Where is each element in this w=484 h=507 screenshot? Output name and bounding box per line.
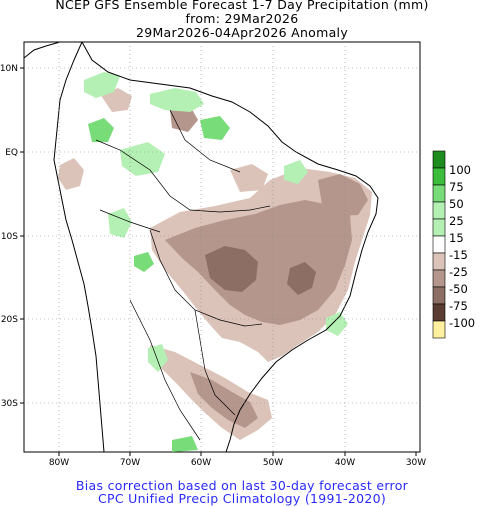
lat-label: 20S: [1, 315, 18, 325]
dry-region-para: [230, 164, 268, 192]
legend-label: 75: [449, 180, 464, 194]
lat-label: 10S: [1, 232, 18, 242]
dry-region-guiana: [170, 106, 198, 132]
dry-anomaly-regions: [58, 88, 372, 440]
legend-label: 25: [449, 214, 464, 228]
wet-region-northeast-coast: [284, 160, 308, 184]
wet-region-southwest: [172, 436, 198, 452]
wet-region-bolivia: [134, 252, 154, 272]
dry-region-amazon-west: [58, 158, 84, 190]
legend-swatch: [432, 218, 446, 237]
legend-label: -100: [449, 316, 475, 330]
lon-label: 40W: [335, 458, 355, 468]
legend-label: -15: [449, 248, 468, 262]
legend-swatch: [432, 167, 446, 186]
legend-swatch: [432, 269, 446, 288]
map-subtitle-from: from: 29Mar2026: [185, 11, 299, 26]
dry-region-east-dark: [287, 262, 316, 295]
dry-region-central-brazil-medium: [165, 200, 352, 325]
wet-anomaly-regions: [84, 72, 348, 452]
wet-region-argentina: [148, 344, 168, 372]
wet-region-amazon-2: [200, 116, 230, 140]
color-legend: 100 75 50 25 15 -15 -25 -50 -75 -100: [432, 150, 475, 339]
lon-label: 60W: [191, 458, 211, 468]
legend-swatch: [432, 252, 446, 271]
latitude-labels: 10N EQ 10S 20S 30S: [0, 64, 18, 409]
legend-swatch: [432, 320, 446, 339]
map-title: NCEP GFS Ensemble Forecast 1-7 Day Preci…: [55, 0, 429, 12]
legend-swatch: [432, 184, 446, 203]
legend-label: -75: [449, 299, 468, 313]
dry-region-core-dark: [205, 246, 258, 292]
lon-label: 70W: [120, 458, 140, 468]
legend-label: 15: [449, 231, 464, 245]
lat-label: EQ: [5, 148, 18, 158]
lon-label: 30W: [406, 458, 426, 468]
lat-label: 10N: [0, 64, 18, 74]
legend-swatch: [432, 235, 446, 254]
dry-region-northeast: [318, 174, 368, 216]
wet-region-south-east: [326, 312, 348, 336]
lat-label: 30S: [1, 399, 18, 409]
longitude-labels: 80W 70W 60W 50W 40W 30W: [49, 458, 426, 468]
lon-label: 80W: [49, 458, 69, 468]
footer-bias-note: Bias correction based on last 30-day for…: [75, 478, 409, 493]
map-subtitle-period: 29Mar2026-04Apr2026 Anomaly: [135, 25, 349, 40]
coastlines: [24, 42, 379, 452]
legend-label: 100: [449, 163, 471, 177]
wet-region-northwest: [84, 72, 120, 98]
axis-ticks: [20, 67, 417, 456]
legend-label: -50: [449, 282, 468, 296]
lon-label: 50W: [263, 458, 283, 468]
legend-label: -25: [449, 265, 468, 279]
graticule: [24, 42, 420, 452]
wet-region-colombia: [88, 118, 114, 142]
legend-label: 50: [449, 197, 464, 211]
wet-region-venezuela: [150, 88, 204, 112]
wet-region-amazon: [120, 142, 165, 176]
legend-swatch: [432, 150, 446, 169]
dry-region-south-medium: [190, 372, 258, 428]
legend-swatch: [432, 201, 446, 220]
legend-swatch: [432, 303, 446, 322]
footer-climatology-note: CPC Unified Precip Climatology (1991-202…: [97, 491, 387, 506]
legend-swatch: [432, 286, 446, 305]
